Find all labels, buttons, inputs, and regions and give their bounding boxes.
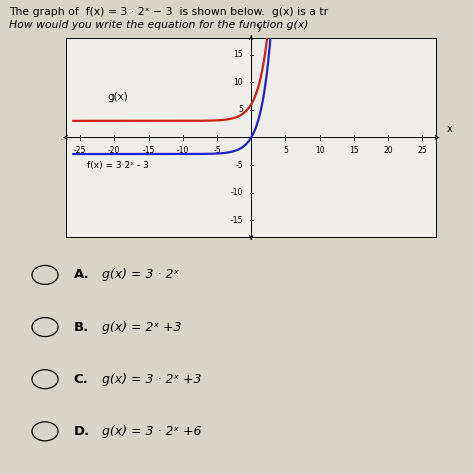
Text: g(x): g(x) bbox=[108, 91, 128, 101]
Text: -5: -5 bbox=[213, 146, 221, 155]
Text: g(x) = 3 · 2ˣ: g(x) = 3 · 2ˣ bbox=[102, 268, 179, 282]
Text: -25: -25 bbox=[74, 146, 86, 155]
Text: g(x) = 2ˣ +3: g(x) = 2ˣ +3 bbox=[102, 320, 182, 334]
Text: 20: 20 bbox=[383, 146, 393, 155]
Text: The graph of  f(x) = 3 · 2ˣ − 3  is shown below.  g(x) is a tr: The graph of f(x) = 3 · 2ˣ − 3 is shown … bbox=[9, 7, 328, 17]
Text: -20: -20 bbox=[108, 146, 120, 155]
Text: 25: 25 bbox=[418, 146, 427, 155]
Text: f(x) = 3·2ˣ - 3: f(x) = 3·2ˣ - 3 bbox=[87, 161, 149, 170]
Text: y: y bbox=[257, 22, 263, 32]
Text: -10: -10 bbox=[231, 188, 243, 197]
Text: C.: C. bbox=[73, 373, 88, 386]
Text: -15: -15 bbox=[231, 216, 243, 225]
Text: -5: -5 bbox=[236, 161, 243, 170]
Text: 5: 5 bbox=[283, 146, 288, 155]
Text: B.: B. bbox=[73, 320, 89, 334]
Text: D.: D. bbox=[73, 425, 90, 438]
Text: 10: 10 bbox=[315, 146, 325, 155]
Text: x: x bbox=[447, 124, 452, 134]
Text: A.: A. bbox=[73, 268, 89, 282]
Text: 10: 10 bbox=[233, 78, 243, 87]
Text: g(x) = 3 · 2ˣ +6: g(x) = 3 · 2ˣ +6 bbox=[102, 425, 201, 438]
Text: How would you write the equation for the function g(x): How would you write the equation for the… bbox=[9, 20, 309, 30]
Text: -10: -10 bbox=[177, 146, 189, 155]
Text: -15: -15 bbox=[142, 146, 155, 155]
Text: 15: 15 bbox=[233, 50, 243, 59]
Text: 15: 15 bbox=[349, 146, 359, 155]
Text: 5: 5 bbox=[238, 105, 243, 114]
Text: g(x) = 3 · 2ˣ +3: g(x) = 3 · 2ˣ +3 bbox=[102, 373, 201, 386]
